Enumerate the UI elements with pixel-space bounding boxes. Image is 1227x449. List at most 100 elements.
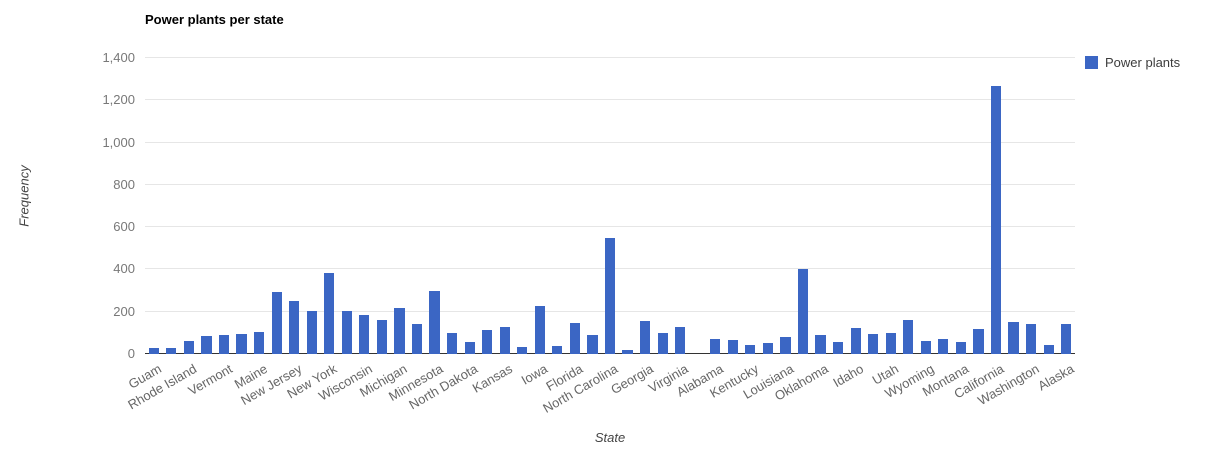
bar[interactable] [236, 333, 247, 354]
bar-slot [373, 58, 391, 354]
x-tick-labels: Guam Rhode Island Vermont Maine New Jersey Ne… [126, 359, 1077, 421]
bar[interactable] [622, 349, 633, 354]
bar-slot [812, 58, 830, 354]
bar[interactable] [341, 310, 352, 354]
bar-slot [1057, 58, 1075, 354]
bar[interactable] [657, 332, 668, 354]
bar-slot [724, 58, 742, 354]
bar[interactable] [324, 272, 335, 354]
bar-slot [900, 58, 918, 354]
bar[interactable] [534, 306, 545, 354]
bar[interactable] [148, 347, 159, 354]
bar-slot [478, 58, 496, 354]
bar[interactable] [446, 332, 458, 354]
x-tick-label: Kansas [470, 361, 516, 396]
bar[interactable] [289, 301, 300, 354]
bar-slot [917, 58, 935, 354]
bar[interactable] [183, 341, 194, 354]
bar[interactable] [499, 326, 510, 354]
bar-slot [636, 58, 654, 354]
bar[interactable] [306, 310, 317, 354]
bar[interactable] [938, 339, 949, 354]
bar[interactable] [1043, 344, 1054, 354]
bar[interactable] [745, 344, 756, 354]
bar-slot [864, 58, 882, 354]
y-tick-label: 800 [113, 176, 135, 192]
bar-slot [233, 58, 251, 354]
bar[interactable] [1061, 324, 1072, 354]
bar[interactable] [815, 334, 826, 354]
bar-slot [1022, 58, 1040, 354]
bar[interactable] [955, 342, 967, 354]
bar[interactable] [850, 327, 861, 354]
bar-slot [794, 58, 812, 354]
bar[interactable] [762, 343, 773, 354]
bar[interactable] [201, 336, 212, 354]
bar[interactable] [885, 332, 896, 354]
bar[interactable] [271, 291, 282, 354]
bar[interactable] [920, 341, 931, 354]
bar[interactable] [359, 314, 370, 354]
bar[interactable] [797, 269, 809, 354]
bar[interactable] [973, 328, 984, 354]
bar[interactable] [218, 334, 230, 354]
bar-slot [584, 58, 602, 354]
bar[interactable] [569, 323, 580, 354]
legend-label: Power plants [1105, 55, 1181, 70]
y-tick-label: 400 [113, 261, 135, 277]
bar-slot [356, 58, 374, 354]
bar-slot [601, 58, 619, 354]
x-axis-title: State [594, 430, 626, 445]
bar[interactable] [604, 237, 616, 354]
bar[interactable] [780, 337, 791, 354]
bar[interactable] [429, 290, 440, 354]
bar[interactable] [640, 321, 651, 354]
bar[interactable] [990, 85, 1002, 354]
bar[interactable] [868, 333, 879, 354]
bar-slot [408, 58, 426, 354]
bar[interactable] [394, 307, 405, 354]
y-axis-title: Frequency [16, 165, 32, 227]
y-tick-labels: 0 200 400 600 800 1,000 1,200 1,400 [40, 51, 135, 361]
bar[interactable] [587, 334, 598, 354]
bar[interactable] [166, 347, 177, 354]
x-tick-label: Idaho [830, 361, 867, 391]
bar[interactable] [464, 342, 475, 354]
bar-slot [742, 58, 760, 354]
bar-slot [829, 58, 847, 354]
gridline [145, 141, 1075, 143]
bar-slot [935, 58, 953, 354]
bar-slot [391, 58, 409, 354]
y-tick-label: 0 [127, 346, 135, 361]
bar-slot [320, 58, 338, 354]
bar-slot [145, 58, 163, 354]
bar[interactable] [1026, 324, 1037, 354]
bar[interactable] [727, 340, 738, 354]
bar[interactable] [376, 320, 387, 354]
bar-slot [654, 58, 672, 354]
bar[interactable] [482, 329, 493, 354]
bar[interactable] [1008, 322, 1019, 354]
bar[interactable] [552, 345, 563, 354]
bar-slot [1040, 58, 1058, 354]
bar-slot [952, 58, 970, 354]
bar-slot [689, 58, 707, 354]
bar-slot [513, 58, 531, 354]
bar-slot [566, 58, 584, 354]
gridline [145, 57, 1075, 58]
bar[interactable] [675, 326, 686, 354]
gridline [145, 183, 1075, 185]
bar-slot [987, 58, 1005, 354]
bar[interactable] [903, 320, 914, 354]
bar[interactable] [833, 342, 844, 354]
bar-slot [847, 58, 865, 354]
bar[interactable] [411, 324, 423, 354]
bar[interactable] [517, 346, 528, 354]
bar-slot [707, 58, 725, 354]
bar-slot [215, 58, 233, 354]
bar-slot [180, 58, 198, 354]
y-tick-label: 1,400 [102, 50, 135, 65]
bar[interactable] [253, 331, 265, 354]
bar-slot [882, 58, 900, 354]
bar[interactable] [710, 339, 721, 354]
